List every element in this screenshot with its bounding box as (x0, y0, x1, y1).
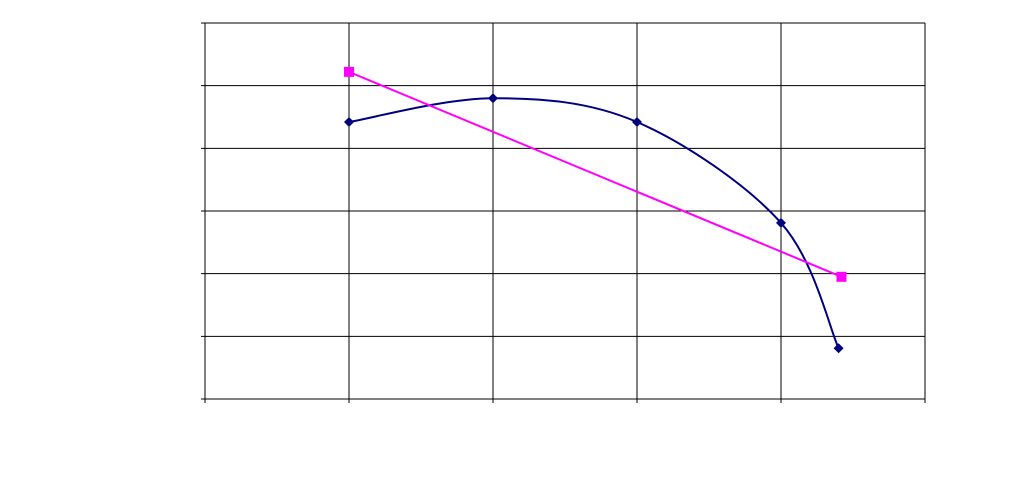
marker (776, 217, 786, 228)
marker (488, 93, 498, 104)
marker (836, 271, 847, 282)
marker (344, 117, 354, 128)
marker (344, 66, 354, 77)
marker (833, 343, 844, 354)
marker (632, 117, 642, 128)
series-line (348, 70, 842, 278)
series-line (348, 97, 840, 349)
